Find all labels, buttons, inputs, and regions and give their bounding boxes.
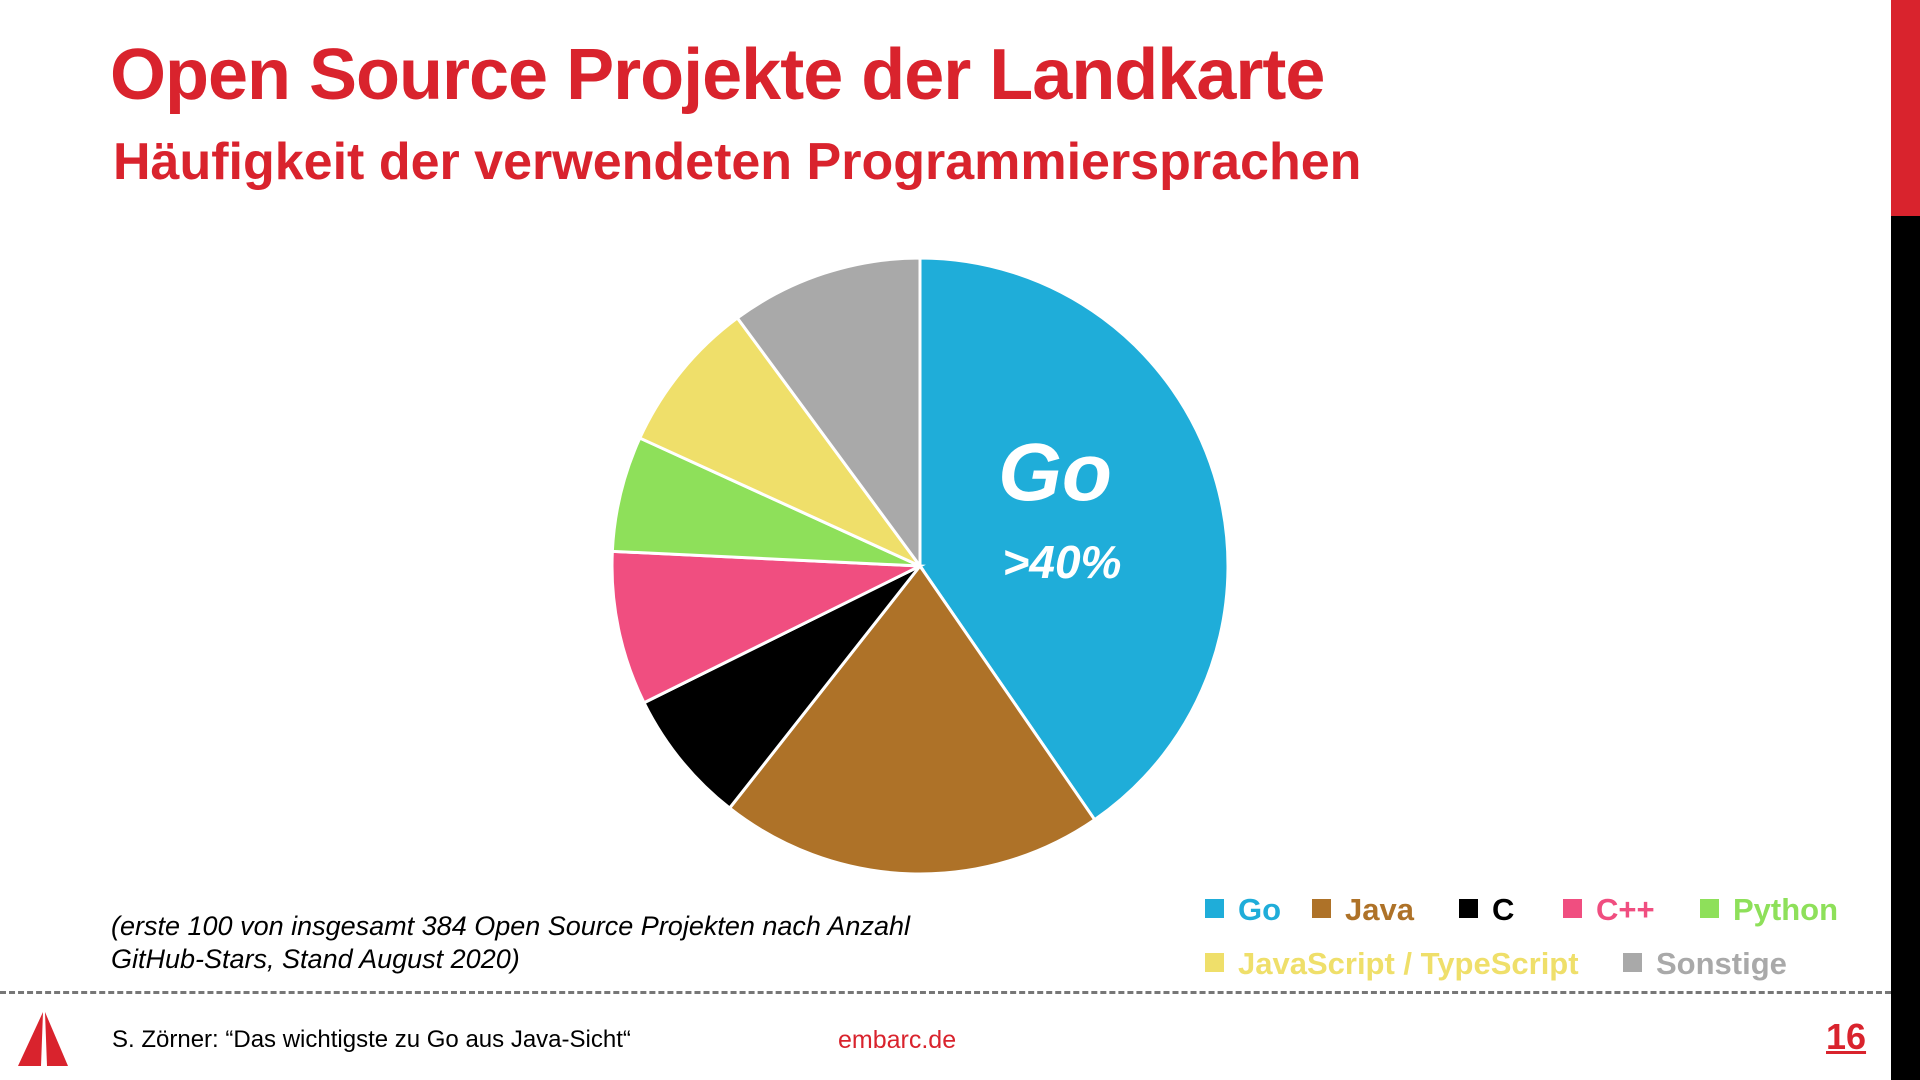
source-annotation: (erste 100 von insgesamt 384 Open Source…: [111, 910, 1011, 976]
pie-slices: [610, 256, 1230, 876]
footer-author: S. Zörner: “Das wichtigste zu Go aus Jav…: [112, 1026, 631, 1053]
legend-item-javascript-typescript: JavaScript / TypeScript: [1205, 946, 1579, 982]
pie-annotation-go: Go: [998, 427, 1112, 518]
side-accent-bar-black: [1891, 216, 1920, 1080]
legend-label: Python: [1733, 892, 1839, 927]
legend-label: C: [1492, 892, 1515, 927]
legend-swatch: [1312, 899, 1331, 918]
legend-swatch: [1459, 899, 1478, 918]
legend-swatch: [1563, 899, 1582, 918]
side-accent-bar-red: [1891, 0, 1920, 216]
legend-swatch: [1623, 953, 1642, 972]
source-annotation-line-1: (erste 100 von insgesamt 384 Open Source…: [111, 911, 910, 941]
legend-label: Java: [1345, 892, 1414, 927]
pie-slice-python: [610, 436, 921, 568]
pie-slice-c: [610, 549, 926, 705]
pie-slice-javascript-typescript: [637, 315, 925, 570]
pie-chart: Go >40%: [610, 256, 1230, 876]
pie-slice-c: [642, 564, 922, 811]
slide-title: Open Source Projekte der Landkarte: [110, 35, 1325, 115]
pie-slice-java: [727, 563, 1097, 876]
pie-annotation-value: >40%: [1003, 536, 1122, 588]
page-number: 16: [1826, 1016, 1867, 1057]
footer-site-link[interactable]: embarc.de: [838, 1026, 957, 1054]
legend-swatch: [1700, 899, 1719, 918]
source-annotation-line-2: GitHub-Stars, Stand August 2020): [111, 944, 520, 974]
legend-label: Sonstige: [1656, 946, 1787, 981]
legend-item-sonstige: Sonstige: [1623, 946, 1787, 982]
legend-item-go: Go: [1205, 892, 1281, 928]
legend-label: JavaScript / TypeScript: [1238, 946, 1579, 981]
legend-item-c: C: [1459, 892, 1514, 928]
footer-divider: [0, 991, 1891, 994]
sail-logo-icon: [18, 1012, 68, 1066]
legend-swatch: [1205, 899, 1224, 918]
pie-slice-sonstige: [735, 256, 922, 571]
slide-subtitle: Häufigkeit der verwendeten Programmiersp…: [113, 133, 1362, 191]
legend-label: Go: [1238, 892, 1282, 927]
legend-label: C++: [1596, 892, 1655, 927]
legend-item-python: Python: [1700, 892, 1838, 928]
legend-item-c: C++: [1563, 892, 1655, 928]
pie-slice-go: [918, 256, 1230, 822]
legend-swatch: [1205, 953, 1224, 972]
legend-item-java: Java: [1312, 892, 1414, 928]
